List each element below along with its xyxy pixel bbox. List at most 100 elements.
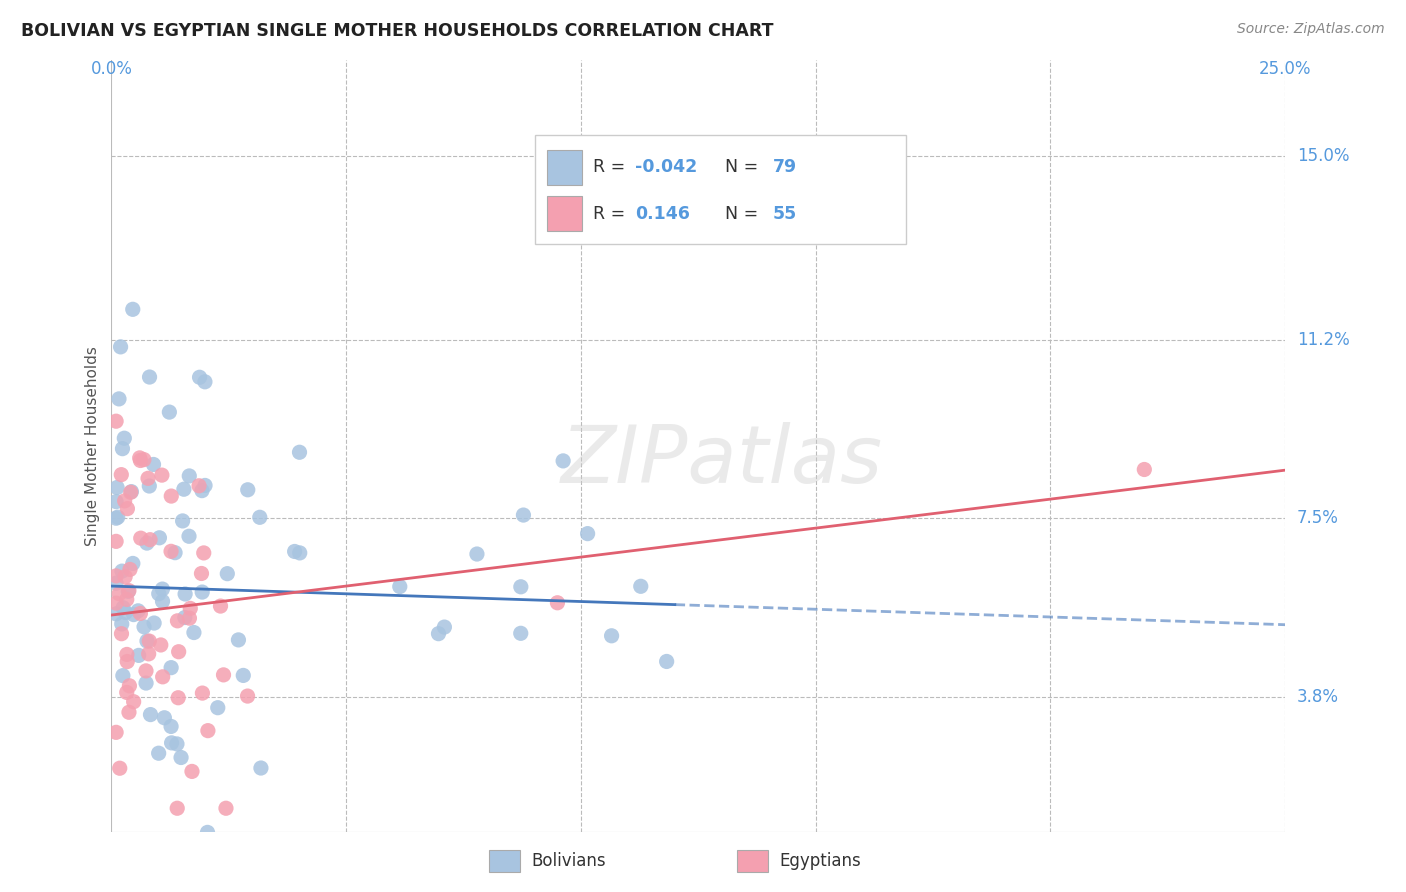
- Text: 11.2%: 11.2%: [1296, 331, 1350, 349]
- Point: [136, 634, 159, 648]
- Point: [191, 686, 214, 700]
- Point: [129, 531, 152, 545]
- Point: [600, 629, 623, 643]
- Point: [160, 489, 183, 503]
- Text: Source: ZipAtlas.com: Source: ZipAtlas.com: [1237, 22, 1385, 37]
- Point: [114, 570, 136, 584]
- Point: [194, 478, 217, 492]
- Point: [197, 825, 219, 839]
- Point: [105, 534, 128, 549]
- Point: [465, 547, 488, 561]
- Point: [149, 638, 172, 652]
- Point: [142, 458, 165, 472]
- Point: [150, 468, 173, 483]
- Point: [117, 584, 139, 599]
- Point: [173, 482, 195, 496]
- Point: [118, 583, 141, 598]
- Point: [576, 526, 599, 541]
- Point: [105, 511, 128, 525]
- Point: [108, 392, 131, 406]
- Point: [165, 546, 187, 560]
- Point: [117, 501, 139, 516]
- Point: [111, 668, 134, 682]
- Point: [115, 648, 138, 662]
- Point: [118, 706, 141, 720]
- Text: R =: R =: [593, 159, 631, 177]
- Point: [148, 587, 170, 601]
- Point: [111, 564, 134, 578]
- Point: [132, 452, 155, 467]
- Point: [553, 454, 575, 468]
- Point: [139, 707, 162, 722]
- Text: ZIPatlas: ZIPatlas: [561, 423, 883, 500]
- Point: [105, 569, 128, 583]
- Point: [120, 484, 142, 499]
- Point: [181, 764, 204, 779]
- Point: [193, 546, 215, 560]
- Point: [179, 601, 201, 615]
- Point: [122, 695, 145, 709]
- Point: [139, 533, 162, 547]
- Text: 15.0%: 15.0%: [1296, 147, 1350, 165]
- Text: 3.8%: 3.8%: [1296, 688, 1339, 706]
- Point: [190, 566, 212, 581]
- Point: [148, 531, 170, 545]
- Point: [108, 761, 131, 775]
- Point: [212, 668, 235, 682]
- Point: [288, 445, 311, 459]
- Point: [630, 579, 652, 593]
- Text: 0.146: 0.146: [636, 204, 690, 223]
- Point: [105, 494, 128, 508]
- Point: [183, 625, 205, 640]
- Point: [179, 469, 201, 483]
- Point: [121, 557, 143, 571]
- Point: [249, 510, 271, 524]
- Point: [135, 536, 157, 550]
- Point: [111, 442, 134, 456]
- Point: [166, 801, 188, 815]
- Point: [105, 596, 128, 610]
- Point: [138, 647, 160, 661]
- Text: 7.5%: 7.5%: [1296, 509, 1339, 527]
- Point: [112, 600, 135, 615]
- Point: [110, 467, 132, 482]
- Point: [160, 736, 183, 750]
- Text: 25.0%: 25.0%: [1258, 60, 1312, 78]
- Point: [105, 576, 128, 591]
- Text: 0.0%: 0.0%: [90, 60, 132, 78]
- Point: [188, 479, 211, 493]
- Point: [284, 544, 307, 558]
- Point: [121, 302, 143, 317]
- Point: [427, 626, 450, 640]
- Point: [107, 510, 129, 524]
- Point: [167, 645, 190, 659]
- Point: [172, 514, 194, 528]
- Point: [546, 596, 568, 610]
- Point: [509, 580, 531, 594]
- Point: [112, 431, 135, 445]
- Point: [132, 620, 155, 634]
- Point: [115, 592, 138, 607]
- Point: [110, 340, 132, 354]
- Point: [236, 689, 259, 703]
- Point: [209, 599, 232, 613]
- Point: [105, 725, 128, 739]
- Point: [128, 648, 150, 663]
- Point: [1133, 462, 1156, 476]
- Point: [512, 508, 534, 522]
- Text: N =: N =: [714, 159, 763, 177]
- Point: [194, 375, 217, 389]
- Text: 55: 55: [773, 204, 797, 223]
- Point: [509, 626, 531, 640]
- Point: [173, 610, 195, 624]
- Point: [143, 615, 166, 630]
- Text: Bolivians: Bolivians: [531, 852, 606, 871]
- Point: [170, 750, 193, 764]
- Text: -0.042: -0.042: [636, 159, 697, 177]
- Point: [118, 679, 141, 693]
- Point: [174, 587, 197, 601]
- Text: N =: N =: [714, 204, 763, 223]
- Point: [127, 604, 149, 618]
- Text: 79: 79: [773, 159, 797, 177]
- Point: [166, 614, 188, 628]
